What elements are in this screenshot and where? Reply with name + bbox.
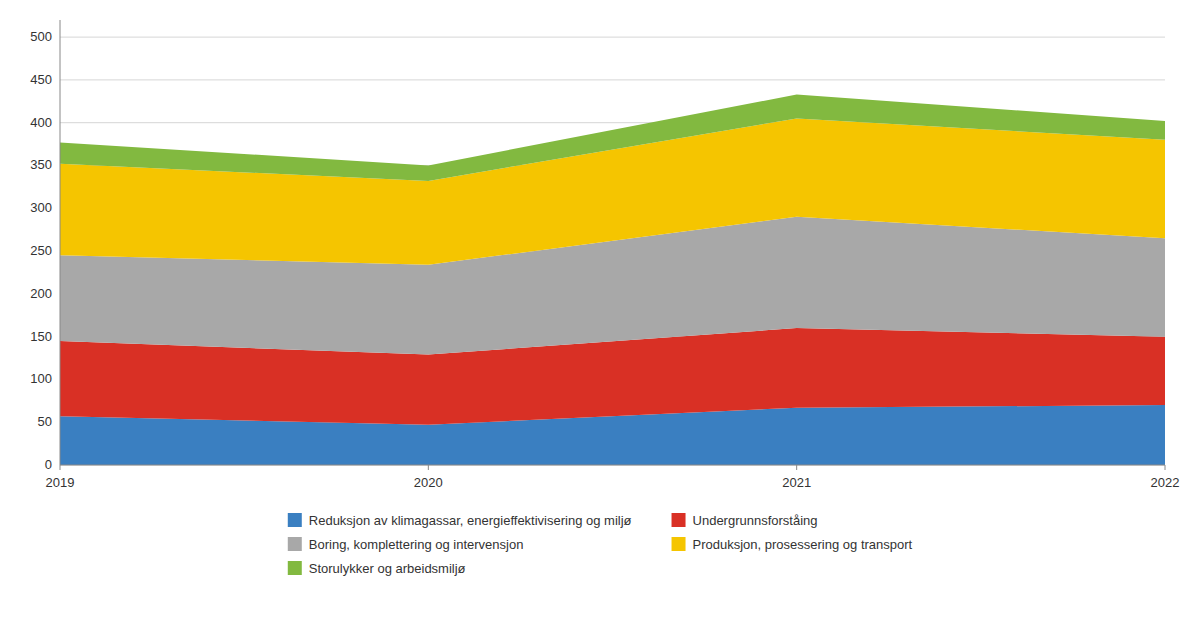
y-tick-label: 150: [30, 329, 52, 344]
legend-label: Boring, komplettering og intervensjon: [309, 537, 524, 552]
x-tick: [428, 465, 429, 470]
legend-swatch: [288, 513, 302, 527]
x-tick-label: 2020: [414, 475, 443, 490]
chart: 0 50 100 150 200 250 300 350 400 450 500 2019 2020 20…: [0, 0, 1200, 639]
y-tick-label: 250: [30, 243, 52, 258]
y-tick-label: 400: [30, 115, 52, 130]
legend-swatch: [672, 537, 686, 551]
y-tick-label: 500: [30, 29, 52, 44]
legend-swatch: [672, 513, 686, 527]
y-tick-label: 450: [30, 72, 52, 87]
legend-item: Boring, komplettering og intervensjon: [288, 537, 524, 552]
y-tick-label: 50: [38, 414, 52, 429]
x-tick-label: 2019: [46, 475, 75, 490]
areas: [60, 94, 1165, 465]
legend-label: Reduksjon av klimagassar, energieffektiv…: [309, 513, 632, 528]
y-tick-label: 350: [30, 157, 52, 172]
legend-item: Undergrunnsforståing: [672, 513, 818, 528]
legend: Reduksjon av klimagassar, energieffektiv…: [288, 513, 913, 576]
legend-label: Storulykker og arbeidsmiljø: [309, 561, 466, 576]
area: [60, 94, 1165, 180]
legend-label: Produksjon, prosessering og transport: [693, 537, 913, 552]
y-tick-label: 200: [30, 286, 52, 301]
y-tick-label: 300: [30, 200, 52, 215]
y-axis-line: [60, 20, 61, 465]
grid-line: [60, 79, 1165, 80]
x-tick: [796, 465, 797, 470]
legend-item: Produksjon, prosessering og transport: [672, 537, 913, 552]
legend-swatch: [288, 561, 302, 575]
x-axis-line: [60, 465, 1165, 466]
legend-label: Undergrunnsforståing: [693, 513, 818, 528]
y-tick-label: 100: [30, 371, 52, 386]
x-tick-label: 2022: [1151, 475, 1180, 490]
x-tick: [60, 465, 61, 470]
legend-item: Storulykker og arbeidsmiljø: [288, 561, 466, 576]
grid-line: [60, 37, 1165, 38]
x-tick-label: 2021: [782, 475, 811, 490]
legend-item: Reduksjon av klimagassar, energieffektiv…: [288, 513, 632, 528]
grid-line: [60, 465, 1165, 466]
y-tick-label: 0: [45, 457, 52, 472]
legend-swatch: [288, 537, 302, 551]
grid: [60, 37, 1165, 465]
x-tick: [1165, 465, 1166, 470]
